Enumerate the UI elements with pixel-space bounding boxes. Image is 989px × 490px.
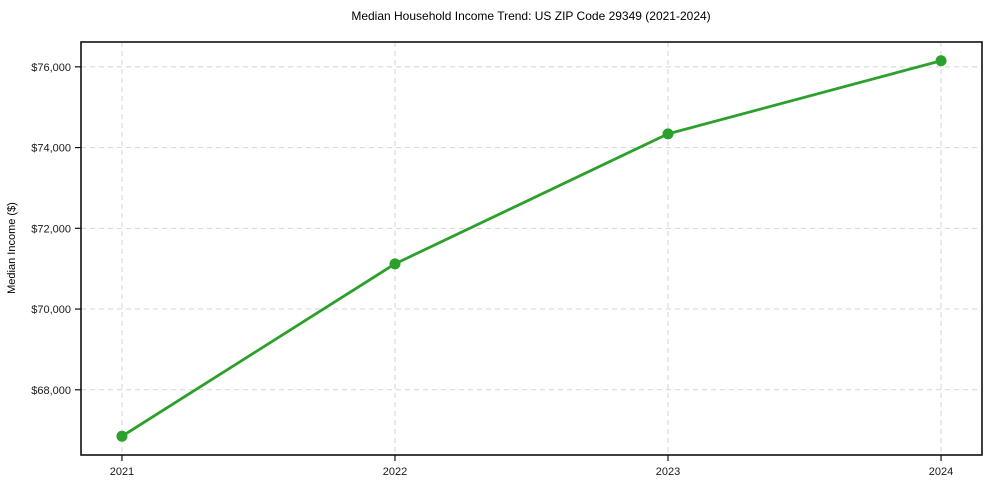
data-point [116, 430, 128, 442]
y-tick-label: $76,000 [31, 62, 71, 74]
x-tick-label: 2022 [383, 466, 407, 478]
data-point [389, 258, 401, 270]
data-point [935, 55, 947, 67]
y-tick-label: $70,000 [31, 304, 71, 316]
chart-title: Median Household Income Trend: US ZIP Co… [351, 9, 710, 23]
y-tick-label: $68,000 [31, 385, 71, 397]
y-axis-label: Median Income ($) [6, 202, 18, 294]
plot-area: $68,000 $70,000 $72,000 $74,000 $76,000 2021 2… [31, 41, 983, 478]
plot-frame [80, 41, 983, 456]
x-tick-label: 2021 [110, 466, 134, 478]
y-tick-label: $72,000 [31, 223, 71, 235]
x-tick-label: 2023 [656, 466, 680, 478]
y-tick-label: $74,000 [31, 143, 71, 155]
series-line [120, 59, 943, 438]
data-point [662, 128, 674, 140]
x-tick-label: 2024 [929, 466, 953, 478]
